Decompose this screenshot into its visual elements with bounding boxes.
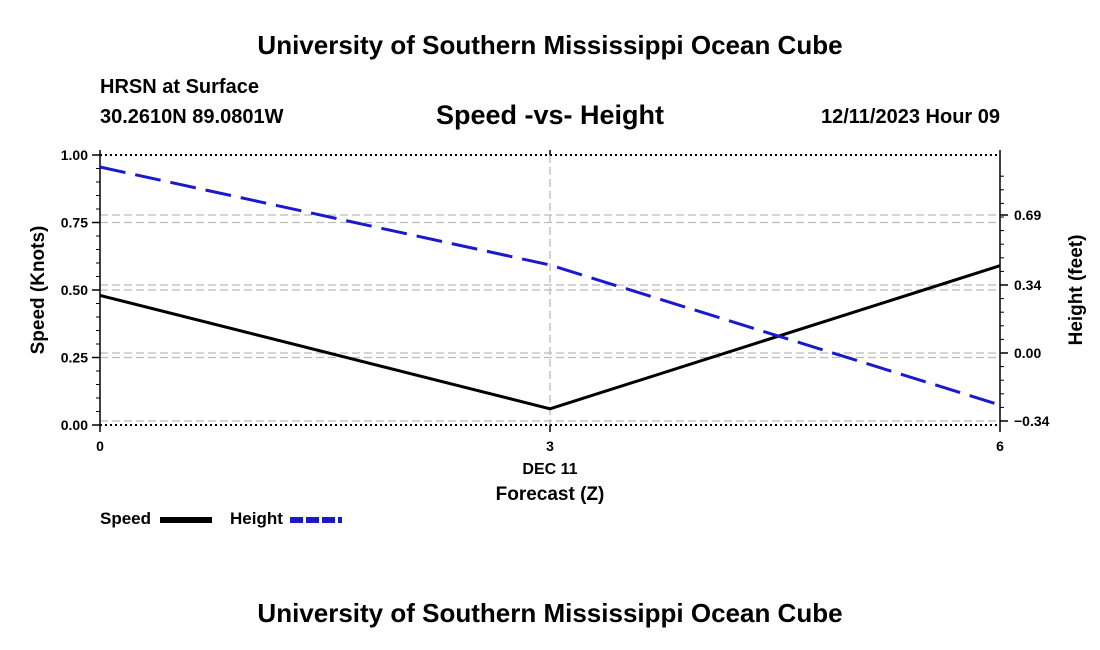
x-date-label: DEC 11 — [522, 461, 577, 478]
coordinates-label: 30.2610N 89.0801W — [100, 106, 284, 128]
x-tick-label: 6 — [996, 438, 1004, 454]
x-axis-label: Forecast (Z) — [496, 484, 605, 505]
legend-height-label: Height — [230, 509, 283, 528]
chart-title: Speed -vs- Height — [435, 100, 665, 130]
y-left-axis-label: Speed (Knots) — [28, 226, 49, 355]
speed-tick-label: 0.00 — [61, 417, 88, 433]
height-tick-label: 0.00 — [1014, 345, 1041, 361]
y-right-axis-label: Height (feet) — [1066, 235, 1087, 346]
height-tick-label: 0.69 — [1014, 207, 1041, 223]
legend-speed-swatch — [160, 517, 212, 523]
footer-title: University of Southern Mississippi Ocean… — [257, 598, 843, 628]
height-tick-label: −0.34 — [1014, 413, 1050, 429]
height-tick-label: 0.34 — [1014, 277, 1041, 293]
legend-height-swatch — [290, 517, 342, 523]
speed-tick-label: 0.25 — [61, 350, 88, 366]
speed-tick-label: 0.50 — [61, 282, 88, 298]
page-title: University of Southern Mississippi Ocean… — [257, 30, 843, 60]
forecast-datetime: 12/11/2023 Hour 09 — [820, 106, 1000, 128]
x-tick-label: 0 — [96, 438, 104, 454]
height-series-line — [99, 165, 1001, 407]
speed-tick-label: 1.00 — [61, 147, 88, 163]
speed-tick-label: 0.75 — [61, 215, 88, 231]
station-label: HRSN at Surface — [100, 76, 259, 98]
x-tick-label: 3 — [546, 438, 554, 454]
legend-speed-label: Speed — [100, 509, 152, 528]
